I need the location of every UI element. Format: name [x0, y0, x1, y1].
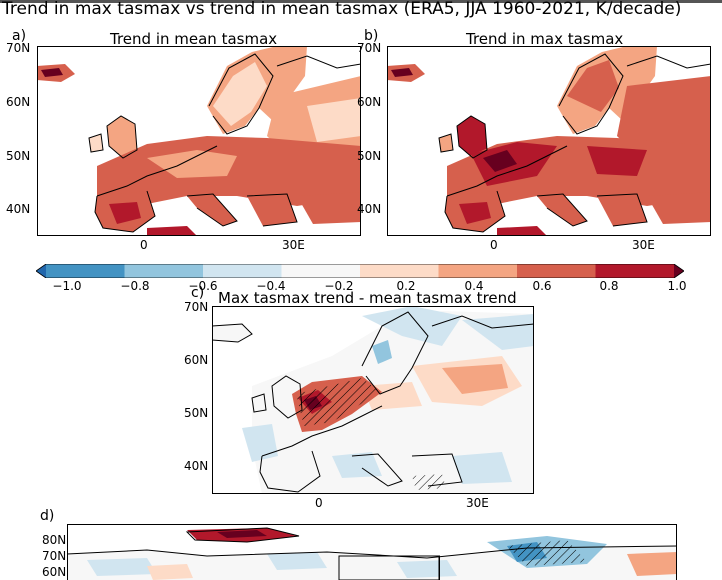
panel-d-lat-70: 70N	[42, 549, 67, 563]
colorbar-tick: 0.6	[532, 279, 552, 293]
panel-c-lon-30e: 30E	[466, 496, 489, 510]
top-border	[0, 0, 722, 3]
colorbar-bin	[438, 264, 518, 278]
colorbar-tick: −0.2	[324, 279, 354, 293]
colorbar-bin	[46, 264, 125, 278]
panel-c-label: c)	[191, 285, 205, 301]
colorbar-tick: −0.8	[120, 279, 150, 293]
panel-d-lat-60: 60N	[42, 565, 67, 579]
colorbar-bin	[281, 264, 361, 278]
colorbar-tick: −0.4	[256, 279, 286, 293]
panel-b-lat-60: 60N	[357, 95, 382, 109]
panel-a-lat-40: 40N	[6, 202, 31, 216]
panel-b-lat-50: 50N	[357, 149, 382, 163]
colorbar-bin	[595, 264, 675, 278]
colorbar-tick: 0.8	[599, 279, 619, 293]
panel-b-lat-70: 70N	[357, 41, 382, 55]
panel-c-lat-40: 40N	[184, 459, 209, 473]
panel-d-lat-80: 80N	[42, 533, 67, 547]
panel-a-lon-0: 0	[140, 238, 148, 252]
colorbar-extend-max	[674, 264, 684, 278]
panel-c-title: Max tasmax trend - mean tasmax trend	[218, 289, 517, 307]
panel-a-map	[37, 46, 361, 236]
panel-a-label: a)	[12, 28, 27, 44]
panel-a-lat-70: 70N	[6, 41, 31, 55]
colorbar-ticks: −1.0 −0.8 −0.6 −0.4 −0.2 0.2 0.4 0.6 0.8…	[0, 279, 722, 295]
panel-c-lat-70: 70N	[184, 300, 209, 314]
panel-b-title: Trend in max tasmax	[466, 30, 624, 48]
panel-b-map	[387, 46, 711, 236]
panel-b-lat-40: 40N	[357, 202, 382, 216]
colorbar-bin	[203, 264, 282, 278]
colorbar-bin	[124, 264, 204, 278]
panel-d-map	[67, 524, 677, 580]
colorbar-bin	[517, 264, 596, 278]
colorbar-tick: 0.2	[396, 279, 416, 293]
panel-b-label: b)	[364, 28, 379, 44]
colorbar-tick: 1.0	[667, 279, 687, 293]
panel-c-map	[212, 306, 534, 494]
colorbar-extend-min	[36, 264, 46, 278]
colorbar-tick: 0.4	[464, 279, 484, 293]
panel-b-lon-0: 0	[490, 238, 498, 252]
panel-a-lon-30e: 30E	[282, 238, 305, 252]
panel-a-lat-50: 50N	[6, 149, 31, 163]
panel-a-lat-60: 60N	[6, 95, 31, 109]
figure-title: Trend in max tasmax vs trend in mean tas…	[2, 0, 682, 19]
panel-d-label: d)	[40, 508, 55, 524]
colorbar	[36, 264, 684, 278]
colorbar-tick: −0.6	[188, 279, 218, 293]
panel-c-lat-60: 60N	[184, 353, 209, 367]
colorbar-bin	[360, 264, 439, 278]
colorbar-tick: −1.0	[52, 279, 82, 293]
panel-a-title: Trend in mean tasmax	[110, 30, 278, 48]
panel-c-lon-0: 0	[315, 496, 323, 510]
panel-c-lat-50: 50N	[184, 406, 209, 420]
panel-b-lon-30e: 30E	[632, 238, 655, 252]
